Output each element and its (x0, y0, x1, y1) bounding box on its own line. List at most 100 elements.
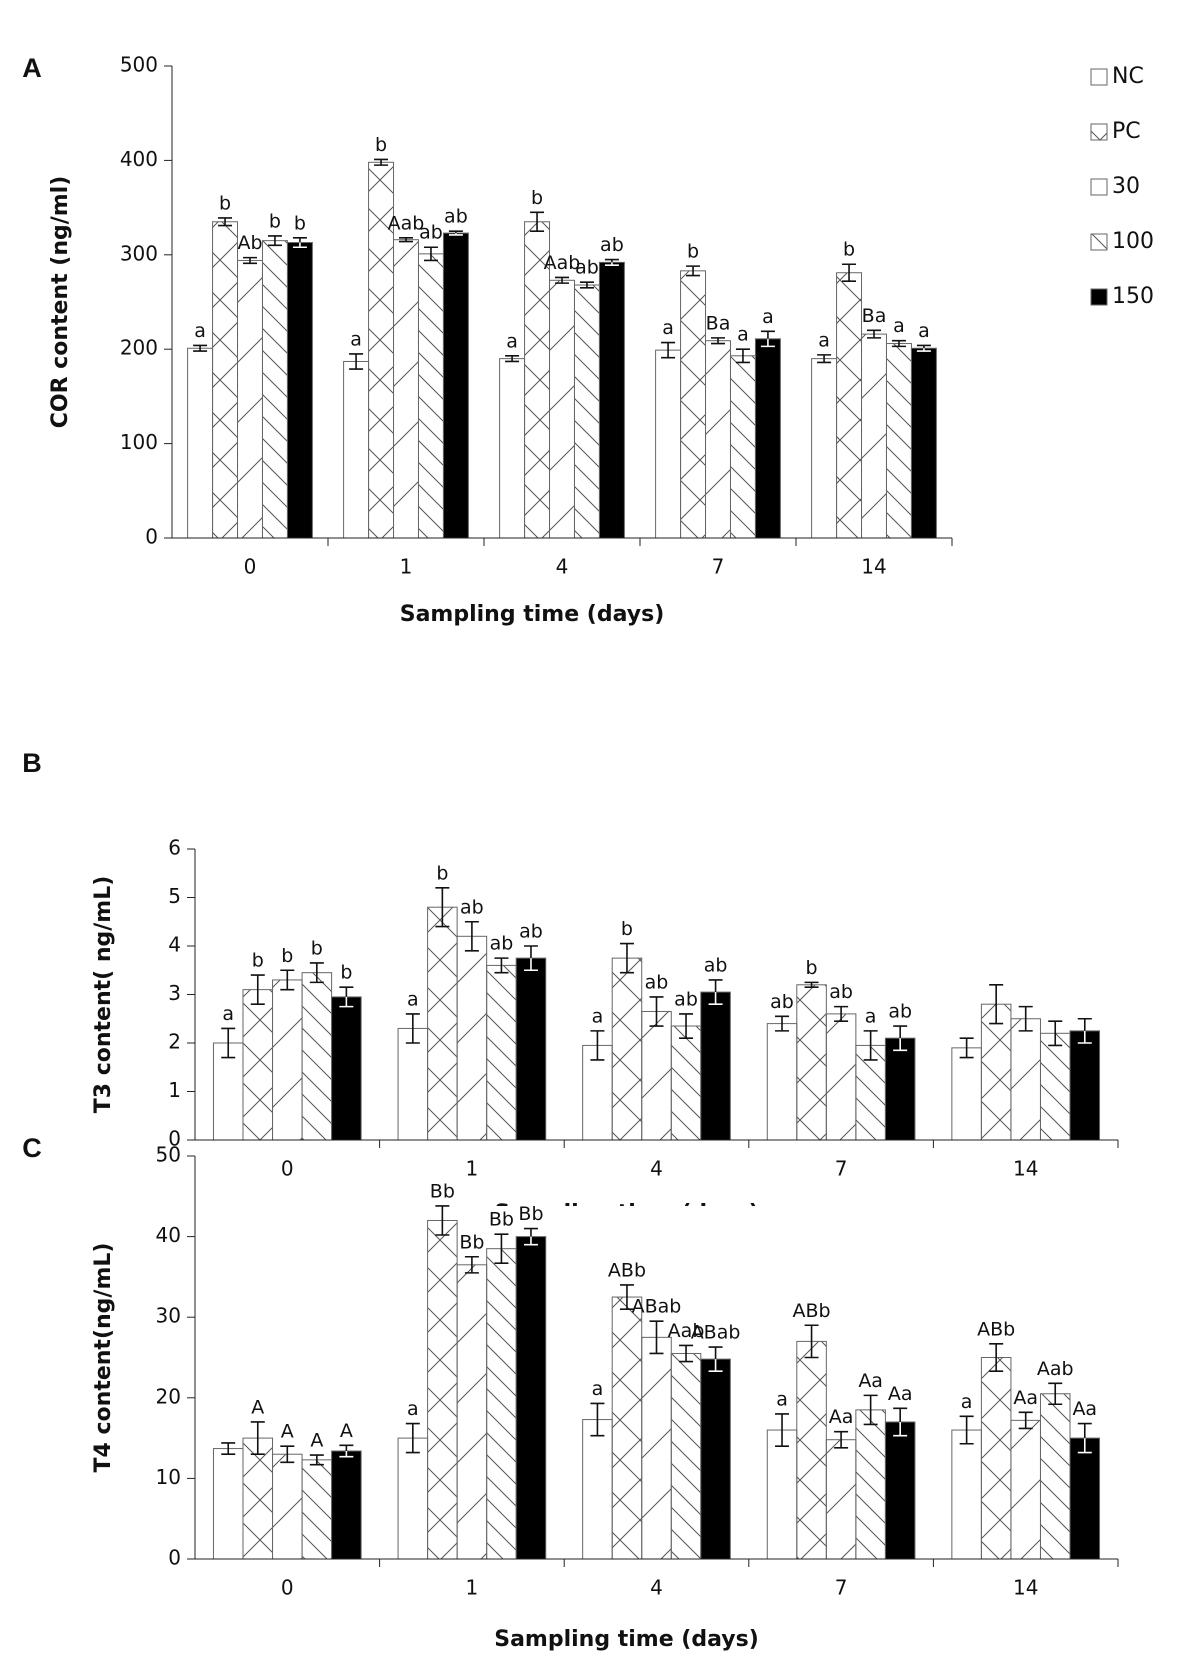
bar (272, 979, 303, 1141)
bar (766, 1023, 798, 1141)
significance-label: Aab (668, 1320, 705, 1342)
error-bar (1018, 1411, 1033, 1430)
bar (343, 360, 370, 539)
bar (397, 1437, 429, 1560)
error-bar-top (893, 1025, 908, 1039)
error-bar (530, 211, 545, 232)
bar (261, 240, 288, 539)
significance-label: b (219, 192, 231, 214)
significance-label: ab (419, 222, 443, 244)
error-bar (959, 1037, 974, 1059)
legend-label: 30 (1112, 174, 1140, 199)
y-tick-label: 20 (156, 1384, 181, 1408)
significance-label: Bb (459, 1231, 484, 1253)
significance-label: Aab (544, 252, 581, 274)
x-tick-label: 1 (466, 1157, 479, 1181)
y-tick-label: 1 (168, 1078, 181, 1102)
significance-label: a (893, 315, 905, 337)
bar (393, 239, 419, 539)
bar (301, 1459, 333, 1560)
panel-label: C (22, 1133, 42, 1163)
x-tick-label: 7 (835, 1157, 848, 1181)
significance-label: a (961, 1391, 973, 1413)
y-tick-label: 3 (168, 981, 181, 1005)
error-bar (863, 1030, 878, 1061)
error-bar (775, 1015, 790, 1032)
bar (1069, 1437, 1101, 1560)
x-tick-label: 0 (281, 1576, 294, 1600)
bar (1010, 1419, 1041, 1560)
y-tick-label: 100 (120, 430, 158, 454)
error-bar-top (604, 258, 619, 263)
significance-label: ab (829, 981, 853, 1003)
significance-label: b (843, 239, 855, 261)
error-bar (863, 1394, 878, 1426)
error-bar (1048, 1020, 1063, 1047)
bar (1039, 1393, 1071, 1560)
significance-label: A (310, 1430, 323, 1452)
x-tick-label: 0 (244, 555, 257, 579)
error-bar-top (292, 237, 307, 243)
significance-label: Ba (862, 305, 887, 327)
panel-label: B (22, 748, 42, 778)
bar (980, 1357, 1012, 1560)
error-bar (735, 348, 750, 364)
error-bar (834, 1430, 849, 1449)
error-bar-top (1077, 1422, 1092, 1439)
bar (700, 991, 731, 1141)
error-bar (619, 1284, 634, 1310)
error-bar (423, 246, 438, 262)
significance-label: a (818, 329, 830, 351)
significance-label: ab (770, 991, 794, 1013)
error-bar (711, 337, 725, 345)
significance-label: a (350, 328, 362, 350)
bar (670, 1025, 702, 1141)
significance-label: ab (645, 971, 669, 993)
significance-label: ABb (793, 1300, 831, 1322)
error-bar-top (448, 230, 463, 234)
bar (573, 284, 600, 539)
bar (766, 1429, 798, 1560)
y-tick-label: 200 (120, 336, 158, 360)
error-bar (686, 265, 701, 277)
bar (611, 1296, 643, 1560)
significance-label: b (687, 241, 699, 263)
significance-label: a (737, 324, 749, 346)
significance-label: a (865, 1005, 877, 1027)
x-tick-label: 4 (556, 555, 569, 579)
error-bar (775, 1413, 790, 1447)
legend-swatch (1090, 123, 1108, 141)
error-bar (250, 1421, 265, 1456)
x-tick-label: 4 (650, 1576, 663, 1600)
error-bar (464, 1255, 479, 1274)
error-bar (989, 1343, 1004, 1372)
error-bar (661, 341, 676, 359)
bar (700, 1358, 731, 1560)
error-bar (435, 1205, 450, 1236)
bar (427, 906, 458, 1141)
error-bar (679, 1344, 694, 1363)
significance-label: ABab (632, 1296, 682, 1318)
y-tick-label: 0 (145, 525, 158, 549)
bar (237, 259, 263, 539)
significance-label: a (407, 988, 419, 1010)
significance-label: ab (888, 1001, 912, 1023)
x-axis-title: Sampling time (days) (494, 1627, 759, 1652)
error-bar (494, 957, 509, 974)
significance-label: ab (674, 988, 698, 1010)
error-bar (867, 329, 881, 339)
error-bar (649, 996, 664, 1027)
significance-label: a (194, 320, 206, 342)
error-bar (494, 1233, 509, 1264)
error-bar (435, 887, 450, 928)
error-bar-top (893, 1407, 908, 1422)
error-bar (989, 984, 1004, 1025)
x-tick-label: 14 (1013, 1576, 1038, 1600)
significance-label: a (407, 1398, 419, 1420)
error-bar (464, 920, 479, 952)
significance-label: ab (600, 234, 624, 256)
significance-label: Bb (430, 1180, 455, 1202)
error-bar-top (916, 344, 931, 349)
significance-label: b (252, 950, 264, 972)
bar (242, 1437, 274, 1560)
